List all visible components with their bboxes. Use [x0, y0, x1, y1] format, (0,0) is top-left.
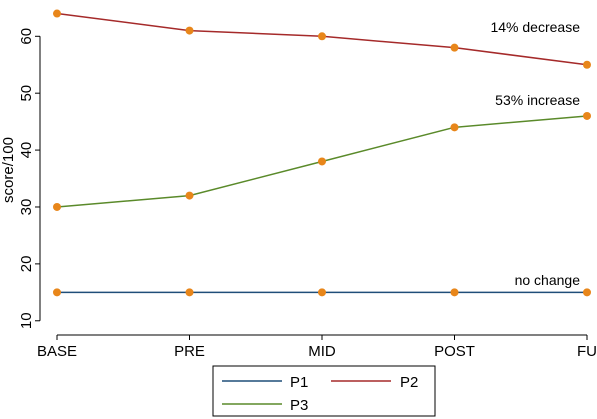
annotations: 14% decrease 53% increase no change [490, 19, 580, 288]
data-point-p3 [185, 191, 194, 200]
data-point-p2 [450, 43, 459, 52]
x-tick-label: POST [434, 343, 475, 360]
annotation-p3: 53% increase [495, 92, 580, 108]
legend-label-p3: P3 [290, 397, 308, 414]
data-point-p1 [583, 288, 591, 297]
y-tick-label: 20 [18, 256, 35, 273]
data-point-p2 [583, 60, 591, 69]
x-axis-ticks: BASE PRE MID POST FU [37, 335, 597, 360]
data-point-p2 [53, 9, 61, 18]
data-point-p3 [318, 157, 326, 166]
data-point-p1 [185, 288, 194, 297]
legend-label-p2: P2 [400, 374, 418, 391]
x-tick-label: BASE [37, 343, 77, 360]
y-axis-title: score/100 [0, 137, 17, 203]
y-axis-ticks: 10 20 30 40 50 60 [18, 28, 40, 329]
data-point-p3 [53, 202, 61, 211]
annotation-p1: no change [515, 272, 581, 288]
y-tick-label: 40 [18, 142, 35, 159]
y-tick-label: 10 [18, 312, 35, 329]
data-point-p3 [450, 123, 459, 132]
data-point-p1 [450, 288, 459, 297]
data-point-p1 [318, 288, 326, 297]
x-tick-label: PRE [174, 343, 205, 360]
data-point-p2 [185, 26, 194, 35]
y-tick-label: 50 [18, 85, 35, 102]
legend: P1 P2 P3 [212, 365, 436, 417]
series-lines [56, 12, 588, 294]
y-tick-label: 30 [18, 199, 35, 216]
x-tick-label: FU [577, 343, 597, 360]
plot-area: 10 20 30 40 50 60 BASE PRE MID POST FU 14% decrea… [18, 9, 597, 360]
x-tick-label: MID [308, 343, 336, 360]
data-point-p2 [318, 32, 326, 41]
annotation-p2: 14% decrease [490, 19, 580, 35]
legend-box [212, 365, 436, 417]
data-point-p1 [53, 288, 61, 297]
series-points [53, 9, 591, 297]
legend-label-p1: P1 [290, 374, 308, 391]
y-tick-label: 60 [18, 28, 35, 45]
data-point-p3 [583, 111, 591, 120]
